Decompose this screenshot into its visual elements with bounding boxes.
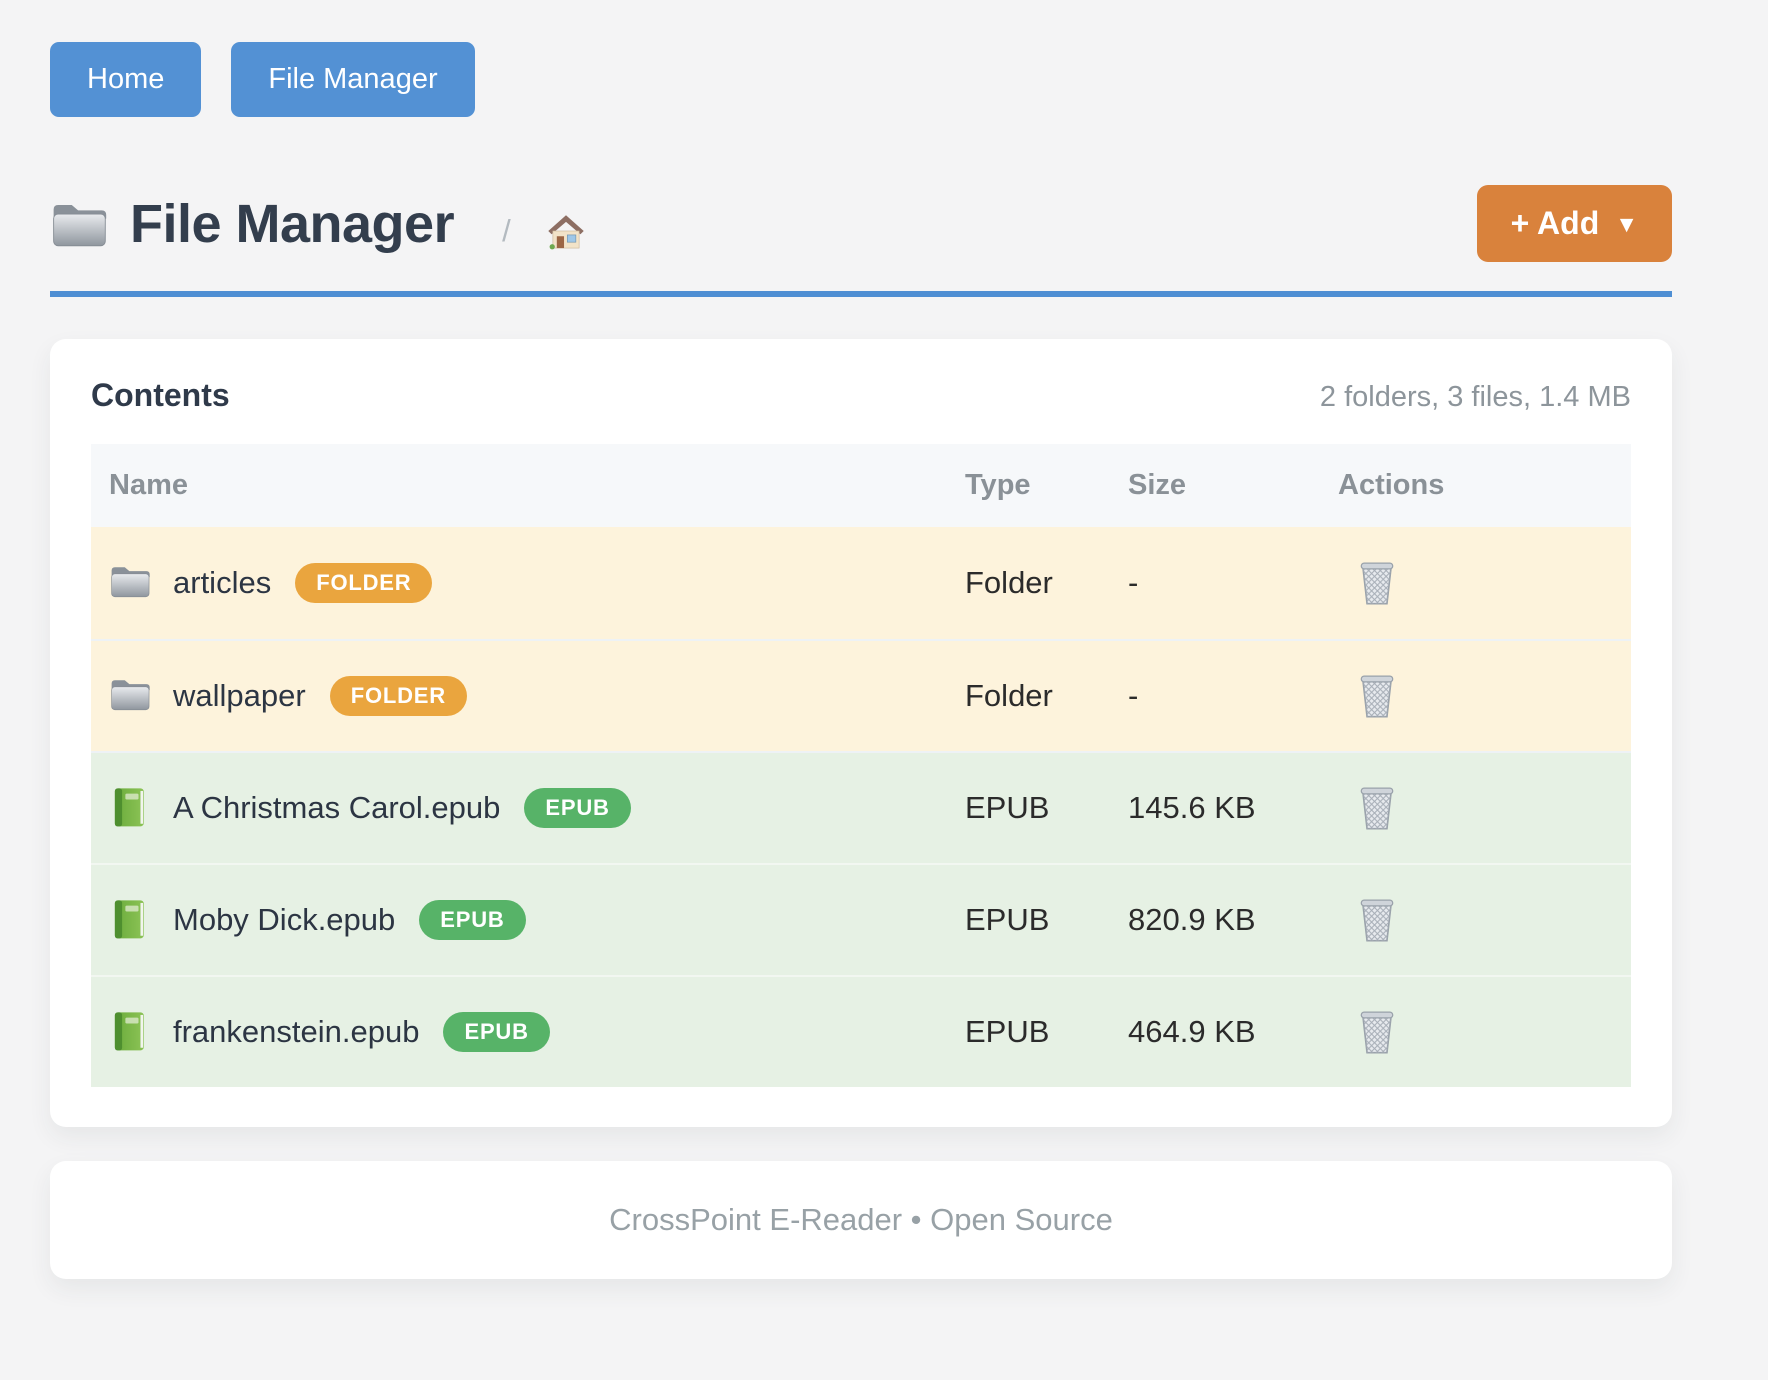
table-row[interactable]: articles FOLDER Folder - (91, 527, 1631, 640)
file-size: 820.9 KB (1128, 902, 1256, 938)
add-button[interactable]: + Add ▼ (1476, 185, 1672, 263)
trash-icon[interactable] (1352, 668, 1402, 724)
file-size: 464.9 KB (1128, 1014, 1256, 1050)
file-type: Folder (965, 678, 1053, 714)
file-type: EPUB (965, 1014, 1050, 1050)
page: Home File Manager File Manager / (50, 42, 1672, 1280)
column-header-name: Name (109, 469, 188, 502)
trash-icon[interactable] (1352, 780, 1402, 836)
table-row[interactable]: A Christmas Carol.epub EPUB EPUB 145.6 K… (91, 751, 1631, 864)
status-badge: EPUB (443, 1012, 550, 1053)
add-button-label: + Add (1510, 205, 1600, 242)
table-row[interactable]: Moby Dick.epub EPUB EPUB 820.9 KB (91, 863, 1631, 976)
breadcrumb: / (502, 212, 511, 248)
footer-text: CrossPoint E-Reader • Open Source (609, 1202, 1113, 1238)
file-name: articles (173, 565, 272, 601)
file-manager-button[interactable]: File Manager (231, 42, 475, 118)
contents-title: Contents (91, 377, 230, 414)
page-header: File Manager / + Add ▼ (50, 185, 1672, 263)
file-table: Name Type Size Actions articles FOLDER (91, 444, 1631, 1088)
table-row[interactable]: frankenstein.epub EPUB EPUB 464.9 KB (91, 975, 1631, 1088)
footer: CrossPoint E-Reader • Open Source (50, 1161, 1672, 1280)
trash-icon[interactable] (1352, 1004, 1402, 1060)
page-title: File Manager (130, 193, 455, 254)
file-name: wallpaper (173, 678, 306, 714)
status-badge: FOLDER (329, 676, 467, 717)
table-row[interactable]: wallpaper FOLDER Folder - (91, 639, 1631, 752)
file-size: - (1128, 565, 1139, 601)
table-header-row: Name Type Size Actions (91, 444, 1631, 528)
contents-header: Contents 2 folders, 3 files, 1.4 MB (91, 377, 1631, 414)
top-nav: Home File Manager (50, 42, 1672, 118)
book-icon (109, 1011, 151, 1053)
home-icon[interactable] (545, 210, 587, 252)
file-type: EPUB (965, 902, 1050, 938)
status-badge: EPUB (524, 788, 631, 829)
file-type: Folder (965, 565, 1053, 601)
home-button[interactable]: Home (50, 42, 202, 118)
title-group: File Manager / (50, 193, 1477, 255)
status-badge: EPUB (419, 900, 526, 941)
folder-icon (109, 675, 151, 717)
file-name: Moby Dick.epub (173, 902, 396, 938)
column-header-actions: Actions (1338, 469, 1445, 502)
folder-icon (109, 562, 151, 604)
contents-card: Contents 2 folders, 3 files, 1.4 MB Name… (50, 339, 1672, 1128)
book-icon (109, 899, 151, 941)
trash-icon[interactable] (1352, 555, 1402, 611)
header-divider (50, 291, 1672, 298)
file-type: EPUB (965, 790, 1050, 826)
file-name: A Christmas Carol.epub (173, 790, 501, 826)
book-icon (109, 787, 151, 829)
folder-icon (50, 198, 108, 250)
chevron-down-icon: ▼ (1615, 211, 1638, 238)
status-badge: FOLDER (295, 563, 433, 604)
column-header-size: Size (1128, 469, 1187, 502)
file-name: frankenstein.epub (173, 1014, 420, 1050)
contents-summary: 2 folders, 3 files, 1.4 MB (1319, 381, 1631, 414)
trash-icon[interactable] (1352, 892, 1402, 948)
file-size: 145.6 KB (1128, 790, 1256, 826)
column-header-type: Type (965, 469, 1031, 502)
file-size: - (1128, 678, 1139, 714)
